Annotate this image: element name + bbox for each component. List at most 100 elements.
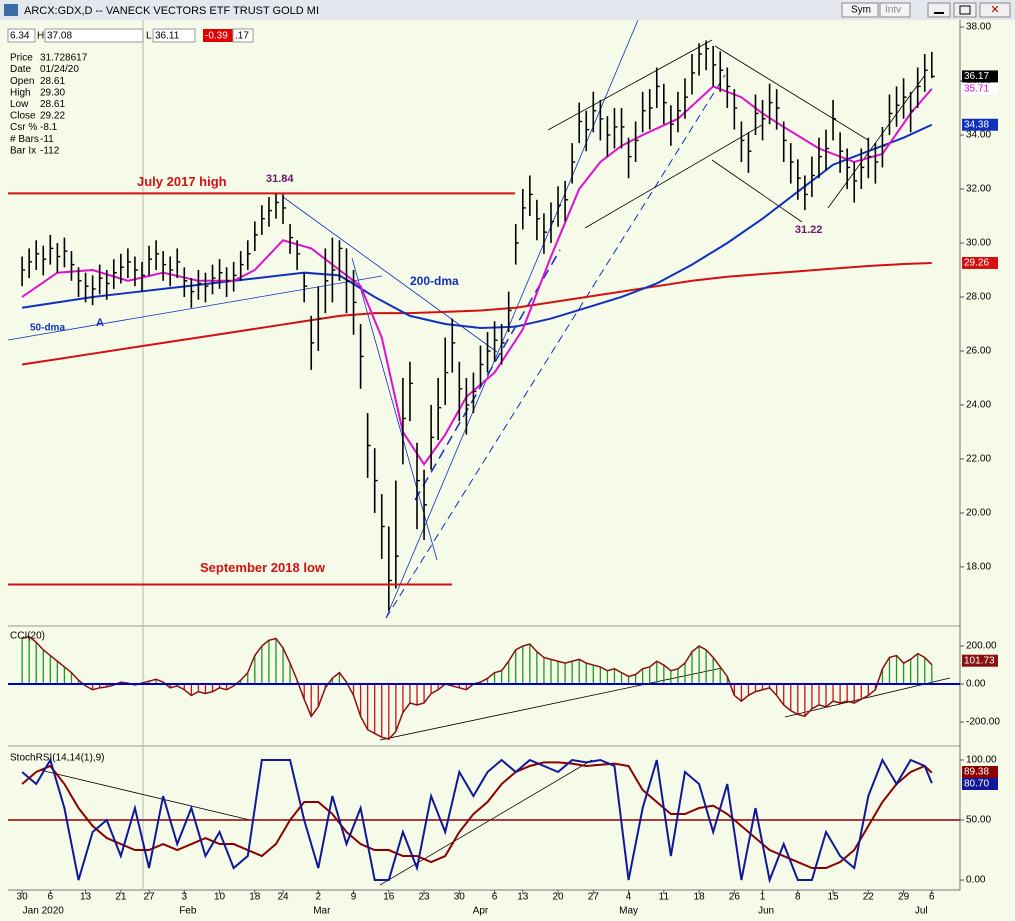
data-window-value: 31.728617 — [40, 53, 88, 64]
last-value-box — [962, 82, 998, 95]
close-button[interactable] — [979, 2, 1011, 18]
data-window-value: 29.22 — [40, 111, 65, 122]
last-value-box — [962, 778, 998, 790]
trendline — [385, 74, 726, 619]
x-tick-label: 27 — [143, 892, 155, 903]
x-tick-label: 9 — [351, 892, 357, 903]
y-tick-label: 20.00 — [966, 508, 991, 519]
data-window-value: 29.30 — [40, 87, 65, 98]
x-tick-label: 6 — [492, 892, 498, 903]
y-tick-label: 34.00 — [966, 130, 991, 141]
last-value: .17 — [235, 31, 249, 42]
last-value-label: 36.17 — [964, 71, 989, 82]
x-tick-label: 13 — [80, 892, 92, 903]
last-value-box — [962, 654, 998, 667]
x-tick-label: 6 — [929, 892, 935, 903]
month-label: Jul — [915, 906, 928, 917]
pattern-note: A — [96, 317, 104, 329]
month-label: Jun — [758, 906, 774, 917]
sym-button-label[interactable]: Sym — [851, 5, 871, 16]
ma-label: 200-dma — [410, 274, 459, 288]
last-value-box — [962, 256, 998, 269]
x-tick-label: 8 — [795, 892, 801, 903]
window-title: ARCX:GDX,D -- VANECK VECTORS ETF TRUST G… — [24, 5, 319, 17]
y-tick-label: 50.00 — [966, 815, 991, 826]
x-tick-label: 21 — [115, 892, 127, 903]
low-value: 36.11 — [155, 31, 180, 42]
y-tick-label: 18.00 — [966, 562, 991, 573]
x-tick-label: 26 — [729, 892, 741, 903]
trendline — [7, 275, 383, 341]
y-tick-label: -200.00 — [966, 717, 1000, 728]
last-value-label: 29.26 — [964, 258, 989, 269]
last-value-label: 34.38 — [964, 119, 989, 130]
trendline — [379, 759, 593, 886]
trendline — [584, 124, 763, 229]
minimize-button[interactable] — [927, 2, 951, 18]
y-tick-label: 26.00 — [966, 346, 991, 357]
x-tick-label: 11 — [659, 892, 670, 903]
x-tick-label: 29 — [898, 892, 910, 903]
trendline — [39, 769, 251, 821]
change-value: -0.39 — [205, 31, 228, 42]
data-window-label: # Bars — [10, 134, 39, 145]
last-value-box — [962, 70, 998, 83]
trendline — [379, 667, 723, 741]
open-field — [7, 28, 36, 43]
data-window-value: 01/24/20 — [40, 64, 79, 75]
low-field — [152, 28, 196, 43]
x-tick-label: 23 — [418, 892, 430, 903]
moving-average — [21, 261, 932, 366]
maximize-button[interactable] — [953, 2, 977, 18]
sym-button[interactable] — [841, 2, 879, 18]
x-tick-label: 4 — [626, 892, 632, 903]
x-tick-label: 1 — [760, 892, 766, 903]
high-field — [44, 28, 144, 43]
moving-average — [21, 123, 933, 330]
data-window-label: Close — [10, 111, 36, 122]
close-icon: ✕ — [990, 4, 999, 16]
trendlines — [7, 19, 951, 886]
change-field — [203, 29, 233, 42]
last-value-box — [962, 766, 998, 778]
x-tick-label: 30 — [454, 892, 466, 903]
data-window-value: -112 — [40, 145, 60, 156]
ma-label: 50-dma — [30, 323, 65, 334]
y-tick-label: 0.00 — [966, 679, 986, 690]
stoch-line — [21, 761, 933, 870]
last-field — [232, 28, 254, 43]
last-value-label: 101.73 — [964, 655, 995, 666]
y-tick-label: 32.00 — [966, 184, 991, 195]
maximize-icon — [959, 5, 971, 15]
intv-button-label[interactable]: Intv — [885, 5, 901, 16]
last-value-label: 89.38 — [964, 767, 989, 778]
trendline — [351, 257, 438, 561]
data-window-value: -11 — [40, 134, 54, 145]
y-tick-label: 22.00 — [966, 454, 991, 465]
cci-line — [21, 635, 933, 740]
y-tick-label: 100.00 — [966, 755, 997, 766]
data-window-label: Csr % — [10, 122, 37, 133]
data-window-label: Low — [10, 99, 29, 110]
x-tick-label: 18 — [694, 892, 706, 903]
x-tick-label: 16 — [383, 892, 395, 903]
title-bar — [0, 0, 1015, 20]
month-label: Jan 2020 — [23, 906, 65, 917]
trendline — [827, 74, 926, 209]
x-tick-label: 27 — [588, 892, 600, 903]
month-label: Feb — [179, 906, 197, 917]
month-label: Mar — [313, 906, 331, 917]
intv-button[interactable] — [879, 2, 911, 18]
x-tick-label: 24 — [277, 892, 289, 903]
data-window-label: Date — [10, 64, 32, 75]
moving-average — [21, 85, 933, 467]
trendline — [714, 45, 869, 141]
trendline — [414, 249, 561, 501]
x-tick-label: 15 — [828, 892, 840, 903]
data-window: Price 31.728617 Date 01/24/20 Open 28.61 High 2… — [10, 53, 88, 157]
trendline — [711, 159, 803, 223]
x-tick-label: 13 — [517, 892, 529, 903]
